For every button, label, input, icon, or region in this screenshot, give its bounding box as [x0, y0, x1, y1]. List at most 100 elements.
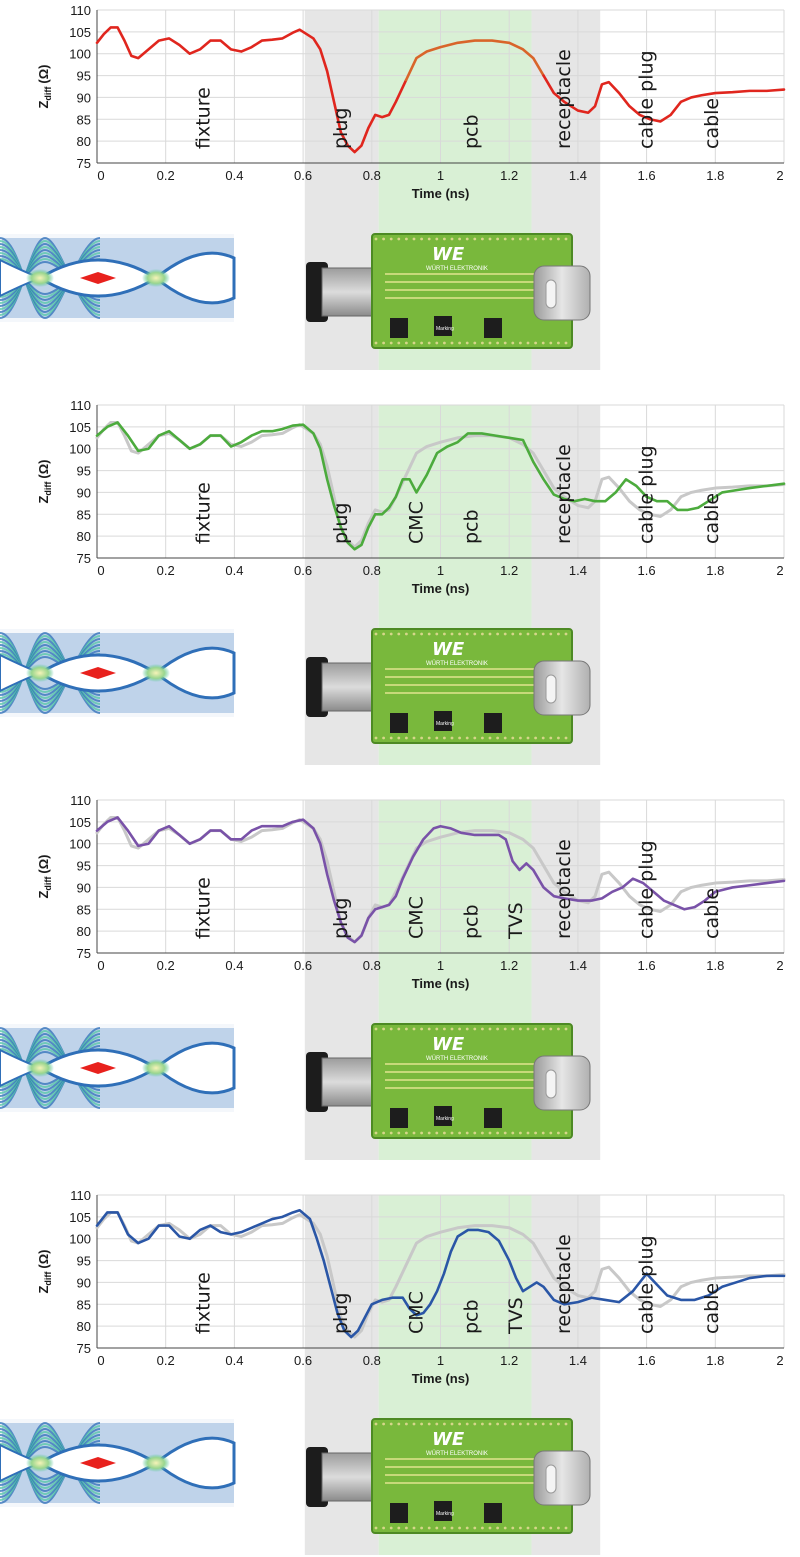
pcb-via	[405, 1131, 408, 1135]
pcb-via	[443, 1526, 446, 1530]
pcb-via	[534, 736, 537, 740]
segment-label: fixture	[192, 877, 214, 939]
x-tick-label: 0.8	[363, 563, 381, 578]
pcb-via	[496, 341, 499, 345]
pcb-via	[557, 736, 560, 740]
x-tick-label: 0.8	[363, 168, 381, 183]
y-axis-title-sub: diff	[43, 1271, 53, 1286]
y-tick-label: 90	[77, 880, 91, 895]
pcb-via	[420, 341, 423, 345]
pcb-via	[496, 1027, 499, 1031]
y-tick-label: 90	[77, 1275, 91, 1290]
x-tick-label: 1.8	[706, 958, 724, 973]
x-tick-label: 0.6	[294, 563, 312, 578]
pcb-via	[458, 1422, 461, 1426]
chart-panel-4: 0 0.2 0.4 0.6 0.8 1 1.2 1.4 1.6 1.8 2 75 80 85 90 95 100…	[0, 1188, 786, 1555]
series-line-2	[95, 421, 786, 551]
pcb-via	[420, 1526, 423, 1530]
pcb-via	[374, 341, 378, 345]
pcb-via	[420, 237, 423, 241]
y-axis-title-unit: (Ω)	[36, 64, 51, 83]
pcb-via	[420, 1131, 423, 1135]
pcb-via	[519, 632, 522, 636]
pcb-via	[465, 1131, 469, 1135]
pcb-via	[481, 1422, 484, 1426]
pcb-via	[420, 1422, 423, 1426]
pcb-via	[526, 1027, 530, 1031]
x-axis-title: Time (ns)	[412, 186, 470, 201]
pcb-via	[412, 1027, 416, 1031]
pcb-via	[534, 341, 537, 345]
pcb-via	[473, 341, 477, 345]
x-tick-label: 2	[776, 958, 783, 973]
chart-panel-2: 0 0.2 0.4 0.6 0.8 1 1.2 1.4 1.6 1.8 2 75 80 85 90 95 100…	[0, 398, 786, 765]
pcb-via	[427, 1526, 431, 1530]
x-tick-label: 1.2	[500, 958, 518, 973]
pcb-chip	[434, 1501, 452, 1521]
pcb-via	[389, 1526, 393, 1530]
y-axis-title-unit: (Ω)	[36, 459, 51, 478]
segment-label: pcb	[460, 904, 482, 939]
y-tick-label: 80	[77, 924, 91, 939]
x-tick-label: 1.4	[569, 168, 587, 183]
pcb-via	[473, 1027, 477, 1031]
x-tick-label: 0.4	[225, 563, 243, 578]
pcb-via	[412, 1131, 416, 1135]
pcb-via	[519, 736, 522, 740]
x-tick-label: 1	[437, 958, 444, 973]
x-tick-label: 0.6	[294, 168, 312, 183]
pcb-via	[488, 237, 492, 241]
y-tick-label: 75	[77, 946, 91, 961]
pcb-via	[397, 1422, 401, 1426]
pcb-via	[473, 1422, 477, 1426]
pcb-via	[549, 341, 553, 345]
y-axis-title: Zdiff (Ω)	[36, 64, 53, 108]
x-tick-label: 0.8	[363, 1353, 381, 1368]
pcb-chip	[484, 713, 502, 733]
pcb-via	[435, 1131, 439, 1135]
pcb-via	[427, 1027, 431, 1031]
pcb-via	[427, 237, 431, 241]
pcb-chip	[390, 1503, 408, 1523]
pcb-via	[435, 632, 439, 636]
pcb-via	[382, 341, 385, 345]
x-tick-label: 0.2	[157, 563, 175, 578]
segment-label: plug	[330, 1293, 352, 1334]
pcb-via	[534, 632, 537, 636]
chip-marking: Marking	[436, 1511, 454, 1517]
series-line-1	[95, 26, 408, 154]
logo-mark: WE	[432, 1034, 465, 1055]
pcb-via	[481, 341, 484, 345]
x-tick-label: 0.8	[363, 958, 381, 973]
pcb-via	[503, 237, 507, 241]
pcb-via	[389, 736, 393, 740]
pcb-via	[382, 1526, 385, 1530]
pcb-via	[549, 632, 553, 636]
pcb-via	[465, 1027, 469, 1031]
pcb-via	[511, 1027, 515, 1031]
x-tick-label: 0	[97, 168, 104, 183]
pcb-via	[427, 341, 431, 345]
segment-label: cable plug	[636, 1235, 658, 1334]
x-tick-label: 1.6	[638, 1353, 656, 1368]
segment-label: receptacle	[553, 444, 575, 544]
pcb-via	[427, 1422, 431, 1426]
pcb-via	[435, 1526, 439, 1530]
brand-text: WÜRTH ELEKTRONIK	[426, 1055, 488, 1062]
pcb-via	[519, 1131, 522, 1135]
pcb-chip	[434, 1106, 452, 1126]
y-tick-label: 100	[69, 1232, 91, 1247]
receptacle-shell	[533, 1450, 591, 1506]
pcb-via	[420, 632, 423, 636]
y-tick-label: 100	[69, 837, 91, 852]
x-tick-label: 1.8	[706, 1353, 724, 1368]
y-axis-title: Zdiff (Ω)	[36, 459, 53, 503]
x-tick-label: 1.6	[638, 168, 656, 183]
chip-marking: Marking	[436, 326, 454, 332]
segment-label: receptacle	[553, 49, 575, 149]
pcb-via	[382, 1131, 385, 1135]
x-tick-label: 2	[776, 1353, 783, 1368]
eye-mask	[80, 272, 116, 284]
